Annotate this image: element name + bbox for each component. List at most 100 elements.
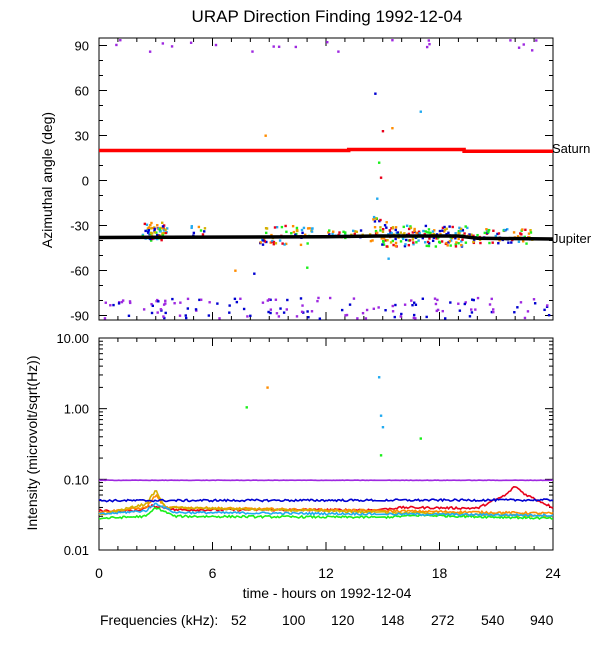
intensity-ytick-label: 0.01 [64, 543, 89, 558]
direction-point-low [142, 308, 146, 311]
direction-point [418, 231, 421, 235]
direction-point [199, 229, 203, 232]
direction-point-low [435, 309, 438, 313]
direction-point-low [151, 304, 154, 308]
direction-point-high [115, 43, 118, 47]
direction-point-outlier [306, 266, 309, 269]
direction-point-low [410, 299, 413, 302]
direction-point-high [251, 50, 254, 53]
direction-point-low [178, 314, 182, 317]
direction-point [454, 232, 457, 235]
direction-point-high [391, 39, 394, 42]
direction-point [201, 233, 205, 236]
direction-point [159, 230, 162, 233]
direction-point-low [128, 300, 132, 303]
direction-point [153, 231, 157, 234]
intensity-series-272khz [98, 502, 554, 518]
intensity-ytick-label: 1.00 [64, 402, 89, 417]
direction-point [379, 218, 382, 222]
legend-freq-52: 52 [231, 612, 247, 628]
direction-point [450, 236, 454, 240]
direction-point [150, 221, 153, 225]
azimuth-ytick-label: -90 [70, 309, 89, 324]
direction-point [379, 229, 382, 232]
direction-point [445, 227, 448, 231]
direction-point-low [279, 307, 282, 310]
direction-point-outlier [387, 257, 390, 260]
direction-point-low [328, 296, 332, 300]
direction-point [472, 238, 476, 242]
direction-point [143, 222, 147, 226]
direction-point-low [269, 311, 272, 315]
direction-point-low [277, 315, 281, 318]
direction-point-low [104, 301, 107, 304]
direction-point-low [513, 311, 516, 314]
direction-point-low [186, 297, 190, 301]
azimuth-ytick-label: 60 [75, 84, 89, 99]
direction-point [491, 241, 494, 244]
direction-point-low [523, 316, 527, 320]
jupiter-label: Jupiter [552, 231, 592, 246]
direction-point [438, 229, 442, 233]
direction-point-low [546, 304, 549, 307]
direction-point [497, 242, 500, 245]
direction-point [265, 231, 268, 235]
direction-point [280, 225, 284, 229]
direction-point-low [194, 308, 198, 311]
direction-point [359, 229, 363, 232]
direction-point [483, 231, 487, 235]
direction-point [426, 231, 429, 234]
direction-point [458, 231, 461, 235]
direction-point-low [470, 308, 473, 311]
direction-point [158, 228, 162, 231]
direction-point [281, 242, 284, 245]
intensity-panel: 10.00 1.00 0.10 0.01 0 6 12 18 24 [56, 331, 561, 581]
direction-point [463, 232, 466, 235]
direction-point [291, 224, 295, 228]
direction-point-low [269, 308, 273, 311]
direction-point [374, 217, 377, 220]
direction-point-low [179, 301, 182, 304]
direction-point [156, 233, 159, 237]
direction-point [160, 238, 163, 242]
direction-point-low [532, 298, 536, 301]
direction-point [394, 237, 397, 241]
direction-point [374, 229, 378, 233]
direction-point-low [492, 308, 495, 311]
direction-point [459, 227, 463, 231]
direction-point-low [275, 312, 279, 315]
direction-point [417, 239, 420, 242]
direction-point [144, 229, 147, 233]
legend-freq-940: 940 [530, 612, 554, 628]
intensity-y-axis-label: Intensity (microvolt/sqrt(Hz)) [24, 355, 40, 530]
direction-point [417, 230, 421, 233]
direction-point [449, 244, 452, 247]
direction-point-low [394, 303, 397, 307]
direction-point [415, 241, 418, 244]
direction-point [461, 228, 464, 232]
direction-point-high [272, 45, 275, 48]
direction-point-high [294, 45, 298, 49]
direction-point [459, 229, 462, 233]
direction-point [262, 239, 265, 242]
direction-point [306, 227, 310, 230]
direction-point-low [163, 316, 166, 320]
direction-point [394, 226, 398, 229]
direction-point [155, 231, 158, 234]
direction-point-low [266, 299, 270, 302]
direction-point-low [344, 314, 347, 317]
direction-point-high [161, 42, 165, 45]
direction-point [164, 228, 167, 231]
direction-point-low [164, 311, 167, 315]
direction-point [431, 239, 435, 243]
direction-point-low [307, 316, 310, 319]
direction-point-low [318, 317, 322, 320]
direction-point [423, 241, 427, 244]
direction-point-outlier [381, 130, 385, 133]
direction-point [431, 230, 435, 233]
intensity-outlier [419, 437, 422, 440]
direction-point [407, 232, 411, 236]
direction-point-low [150, 311, 154, 315]
direction-point [274, 242, 278, 245]
